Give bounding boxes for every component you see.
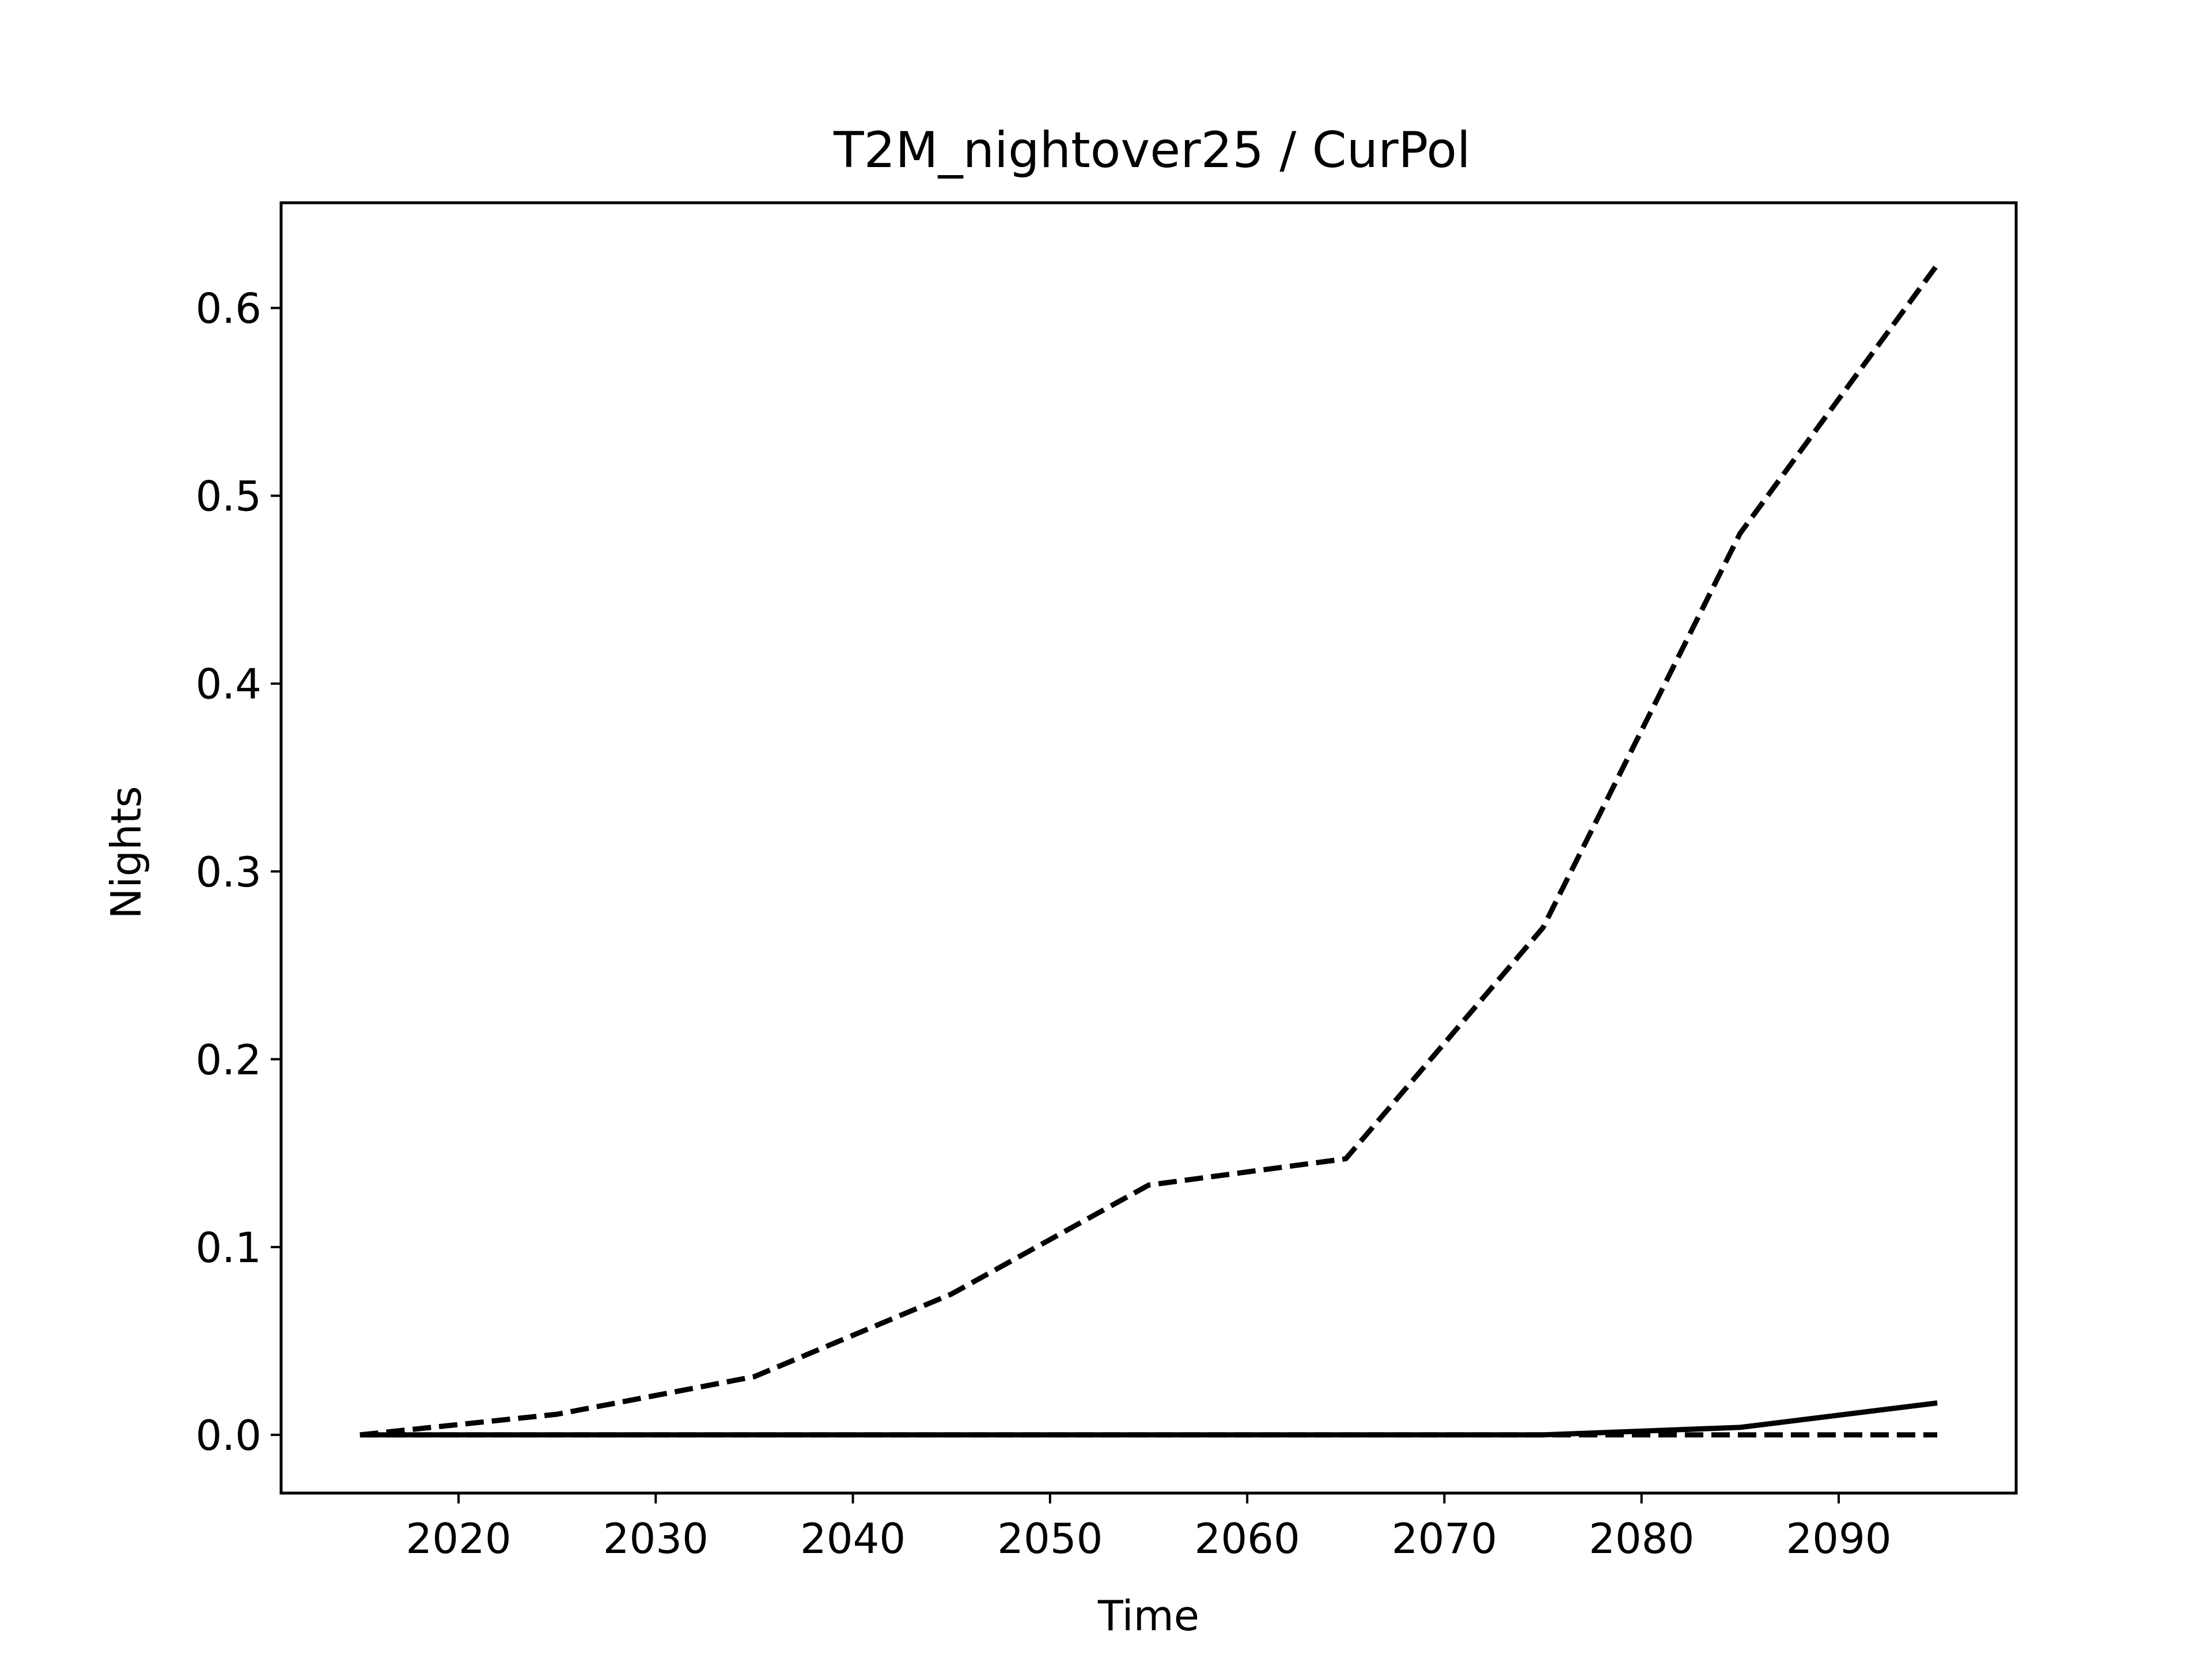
x-tick-label: 2070 bbox=[1392, 1514, 1497, 1563]
chart-title: T2M_nightover25 / CurPol bbox=[833, 122, 1471, 179]
y-tick-label: 0.1 bbox=[195, 1224, 262, 1272]
series-line-2 bbox=[359, 1400, 1938, 1438]
y-axis-ticks: 0.0 0.1 0.2 0.3 0.4 0.5 0.6 bbox=[195, 285, 281, 1460]
y-tick-label: 0.4 bbox=[195, 660, 262, 709]
x-axis-ticks: 2020 2030 2040 2050 2060 2070 2080 2090 bbox=[406, 1493, 1892, 1563]
x-tick-label: 2040 bbox=[800, 1514, 906, 1563]
plot-area bbox=[279, 201, 2018, 1495]
y-tick-label: 0.3 bbox=[195, 848, 262, 896]
x-tick-label: 2050 bbox=[997, 1514, 1103, 1563]
x-tick-label: 2020 bbox=[406, 1514, 511, 1563]
y-tick-label: 0.2 bbox=[195, 1036, 262, 1084]
x-tick-label: 2060 bbox=[1195, 1514, 1300, 1563]
y-tick-label: 0.6 bbox=[195, 285, 262, 333]
x-tick-label: 2030 bbox=[603, 1514, 709, 1563]
y-axis-label: Nights bbox=[102, 786, 150, 919]
x-tick-label: 2090 bbox=[1786, 1514, 1891, 1563]
series-line-1 bbox=[359, 263, 1940, 1438]
plot-frame bbox=[279, 201, 2018, 1495]
x-tick-label: 2080 bbox=[1589, 1514, 1694, 1563]
y-tick-label: 0.0 bbox=[195, 1411, 262, 1460]
series-layer bbox=[359, 263, 1940, 1438]
y-tick-label: 0.5 bbox=[195, 472, 262, 521]
x-axis-label: Time bbox=[1097, 1592, 1199, 1640]
